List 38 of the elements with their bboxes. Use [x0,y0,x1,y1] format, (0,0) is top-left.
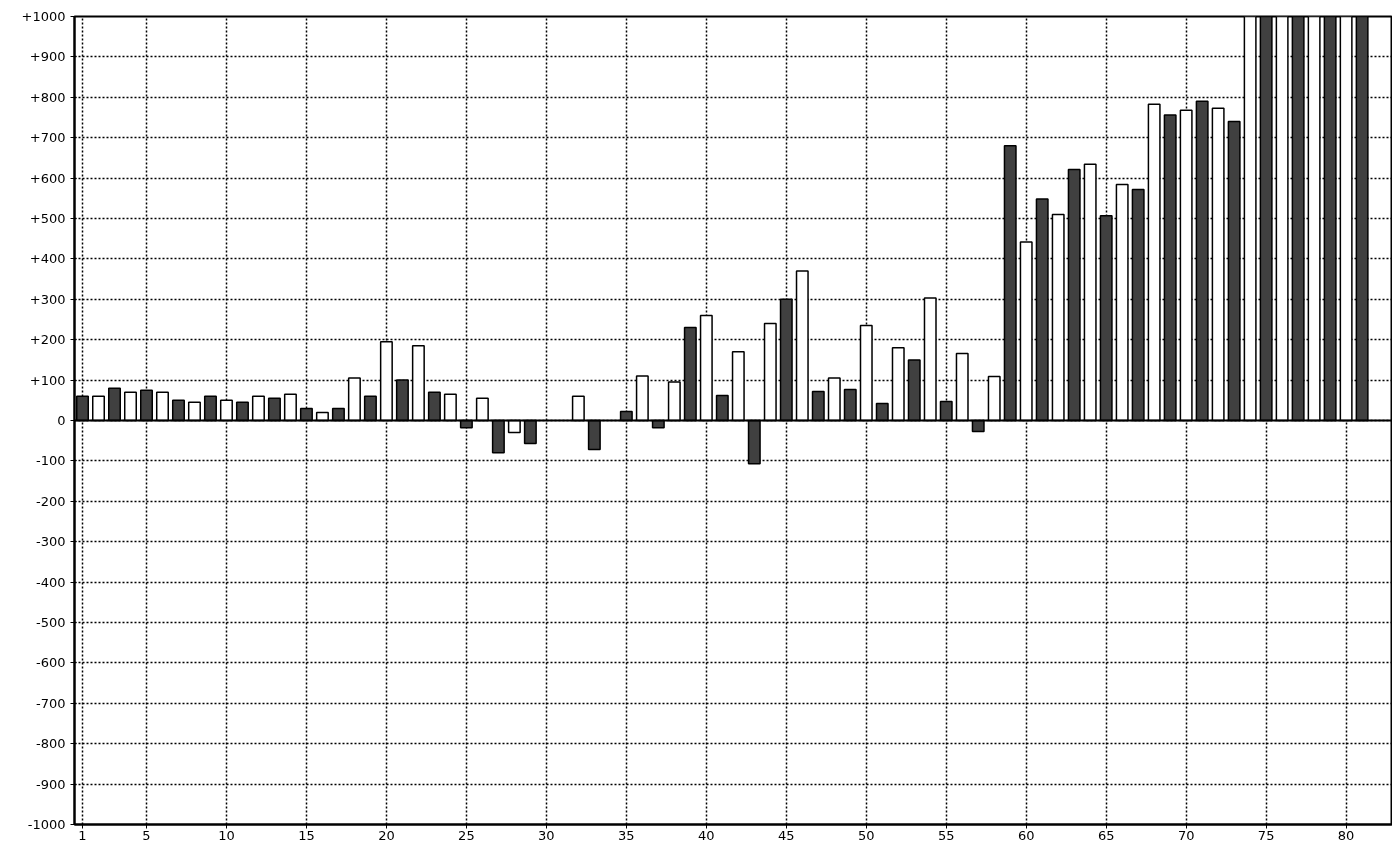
y-tick-label: -600 [36,655,66,671]
x-tick-label: 40 [698,827,715,843]
x-tick-label: 20 [378,827,395,843]
y-tick-label: +100 [29,372,66,388]
x-tick-label: 30 [538,827,555,843]
x-tick-label: 75 [1257,827,1275,843]
x-tick-label: 70 [1177,827,1195,843]
x-tick-label: 5 [142,827,151,843]
y-tick-label: +500 [29,211,66,226]
x-tick-label: 65 [1097,827,1115,843]
y-tick-label: +300 [29,291,66,307]
y-tick-label: 0 [57,413,66,428]
x-tick-label: 15 [298,827,315,843]
y-tick-label: +1000 [21,9,66,24]
x-tick-label: 35 [618,827,635,843]
x-tick-label: 25 [458,827,475,843]
y-tick-label: +400 [29,251,66,267]
x-tick-label: 80 [1337,827,1355,843]
y-tick-label: +700 [29,130,66,146]
y-tick-label: +900 [29,49,66,65]
x-tick-label: 60 [1017,827,1035,843]
y-tick-label: -700 [36,695,66,711]
y-tick-label: +200 [29,332,66,348]
y-tick-label: +800 [29,89,66,105]
y-tick-label: -900 [36,776,66,792]
x-tick-label: 1 [78,827,87,843]
y-tick-label: -1000 [27,817,66,832]
y-tick-label: -200 [36,493,66,509]
y-tick-label: -100 [36,453,66,469]
x-tick-label: 50 [857,827,875,843]
y-tick-label: -500 [36,615,66,630]
x-tick-label: 55 [937,827,955,843]
y-tick-label: -300 [36,534,66,550]
x-tick-label: 45 [778,827,795,843]
y-tick-label: -400 [36,574,66,590]
x-tick-label: 10 [218,827,235,843]
y-tick-label: +600 [29,170,66,186]
y-tick-label: -800 [36,736,66,752]
